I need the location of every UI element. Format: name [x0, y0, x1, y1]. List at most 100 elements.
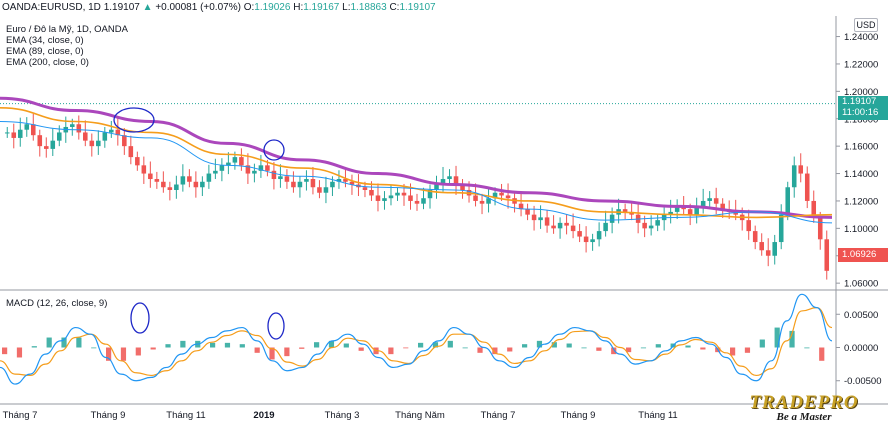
candle-body — [752, 231, 758, 243]
price-tick-label: 1.10000 — [844, 224, 878, 235]
candle-body — [408, 195, 413, 201]
currency-button[interactable]: USD — [854, 18, 878, 32]
candle-body — [590, 239, 595, 243]
macd-histogram-bar — [774, 327, 780, 348]
macd-tick-label: 0.00000 — [844, 343, 878, 354]
symbol-label[interactable]: OANDA:EURUSD, 1D — [2, 2, 101, 13]
macd-histogram-bar — [804, 347, 810, 349]
candle-body — [206, 173, 212, 182]
price-tick-label: 1.24000 — [844, 32, 878, 43]
macd-histogram-bar — [239, 344, 245, 348]
time-tick-label: Tháng 11 — [638, 410, 677, 421]
candle-body — [778, 214, 784, 243]
candle-body — [349, 181, 355, 185]
macd-histogram-bar — [16, 347, 23, 358]
candle-body — [694, 206, 699, 215]
candle-body — [11, 132, 17, 138]
candle-body — [174, 184, 179, 190]
candle-body — [648, 225, 654, 229]
candle-body — [570, 225, 576, 232]
candle-body — [200, 181, 205, 188]
candle-body — [603, 222, 608, 232]
candle-body — [70, 124, 75, 127]
price-tick-label: 1.20000 — [844, 87, 878, 98]
candle-body — [707, 198, 712, 201]
time-tick-label: Tháng 7 — [481, 410, 516, 421]
annotation-circle — [263, 139, 285, 161]
macd-histogram-bar — [626, 347, 632, 353]
macd-histogram-bar — [2, 347, 8, 355]
signal-line — [0, 307, 833, 377]
legend-ema89[interactable]: EMA (89, close, 0) — [6, 46, 84, 57]
macd-histogram-bar — [581, 347, 587, 349]
price-tick-label: 1.16000 — [844, 142, 878, 153]
annotation-circle — [113, 107, 155, 133]
candle-body — [310, 179, 316, 188]
macd-histogram-bar — [789, 330, 795, 348]
candle-body — [154, 179, 160, 182]
macd-histogram-bar — [91, 347, 97, 349]
candle-body — [525, 209, 530, 215]
legend-ema34[interactable]: EMA (34, close, 0) — [6, 35, 84, 46]
candle-body — [824, 239, 830, 271]
candle-body — [278, 176, 283, 180]
legend-ema200[interactable]: EMA (200, close, 0) — [6, 57, 89, 68]
macd-histogram-bar — [106, 347, 112, 361]
ema34-line — [0, 120, 833, 224]
macd-histogram-bar — [46, 337, 52, 348]
macd-histogram-bar — [700, 347, 706, 350]
time-axis[interactable]: Tháng 7 Tháng 9 Tháng 11 2019 Tháng 3 Tháng N… — [3, 410, 678, 421]
macd-histogram-bar — [358, 347, 364, 351]
candle-body — [258, 165, 264, 171]
macd-histogram-bar — [492, 347, 498, 355]
candle-body — [17, 129, 23, 138]
change-text: +0.00081 (+0.07%) — [155, 2, 241, 13]
price-tick-label: 1.14000 — [844, 169, 878, 180]
candle-body — [817, 217, 823, 240]
macd-histogram-bar — [655, 344, 661, 348]
candle-body — [733, 211, 738, 215]
drawing-annotations[interactable] — [113, 107, 285, 340]
last-price-text: 1.19107 — [103, 2, 140, 13]
candle-body — [239, 157, 244, 166]
candle-body — [102, 132, 108, 141]
macd-axis[interactable]: 0.00500 0.00000 -0.00500 — [836, 310, 882, 387]
legend-macd[interactable]: MACD (12, 26, close, 9) — [6, 298, 108, 309]
time-tick-label: Tháng 3 — [325, 410, 360, 421]
candle-body — [245, 165, 251, 174]
candle-body — [30, 124, 36, 136]
macd-histogram-bar — [730, 347, 736, 356]
macd-histogram-bar — [640, 347, 647, 349]
legend-title[interactable]: Euro / Đô la Mỹ, 1D, OANDA — [6, 24, 128, 35]
candle-body — [369, 189, 374, 196]
close-value: 1.19107 — [399, 2, 436, 13]
candle-body — [180, 176, 186, 185]
macd-histogram-bar — [76, 337, 82, 348]
candle-body — [219, 165, 225, 171]
macd-histogram-bar — [566, 343, 572, 348]
candle-body — [76, 124, 82, 133]
grid — [0, 16, 888, 405]
candle-body — [141, 165, 147, 174]
candle-body — [317, 187, 322, 193]
macd-histogram-bar — [135, 347, 141, 356]
candle-body — [447, 176, 452, 180]
macd-histogram-bar — [611, 347, 617, 355]
candle-body — [232, 157, 238, 163]
candle-body — [720, 203, 725, 210]
candle-body — [284, 176, 290, 182]
candle-body — [440, 179, 446, 185]
main-legend: Euro / Đô la Mỹ, 1D, OANDA EMA (34, clos… — [6, 24, 128, 68]
macd-histogram-bar — [210, 342, 216, 348]
candle-body — [401, 192, 407, 196]
candle-body — [713, 198, 719, 204]
candle-body — [128, 146, 134, 158]
up-arrow-icon: ▲ — [142, 2, 153, 13]
candle-body — [193, 181, 199, 188]
candle-body — [213, 170, 218, 174]
candle-body — [551, 225, 556, 229]
candle-body — [148, 173, 153, 180]
macd-histogram-bar — [551, 342, 557, 348]
